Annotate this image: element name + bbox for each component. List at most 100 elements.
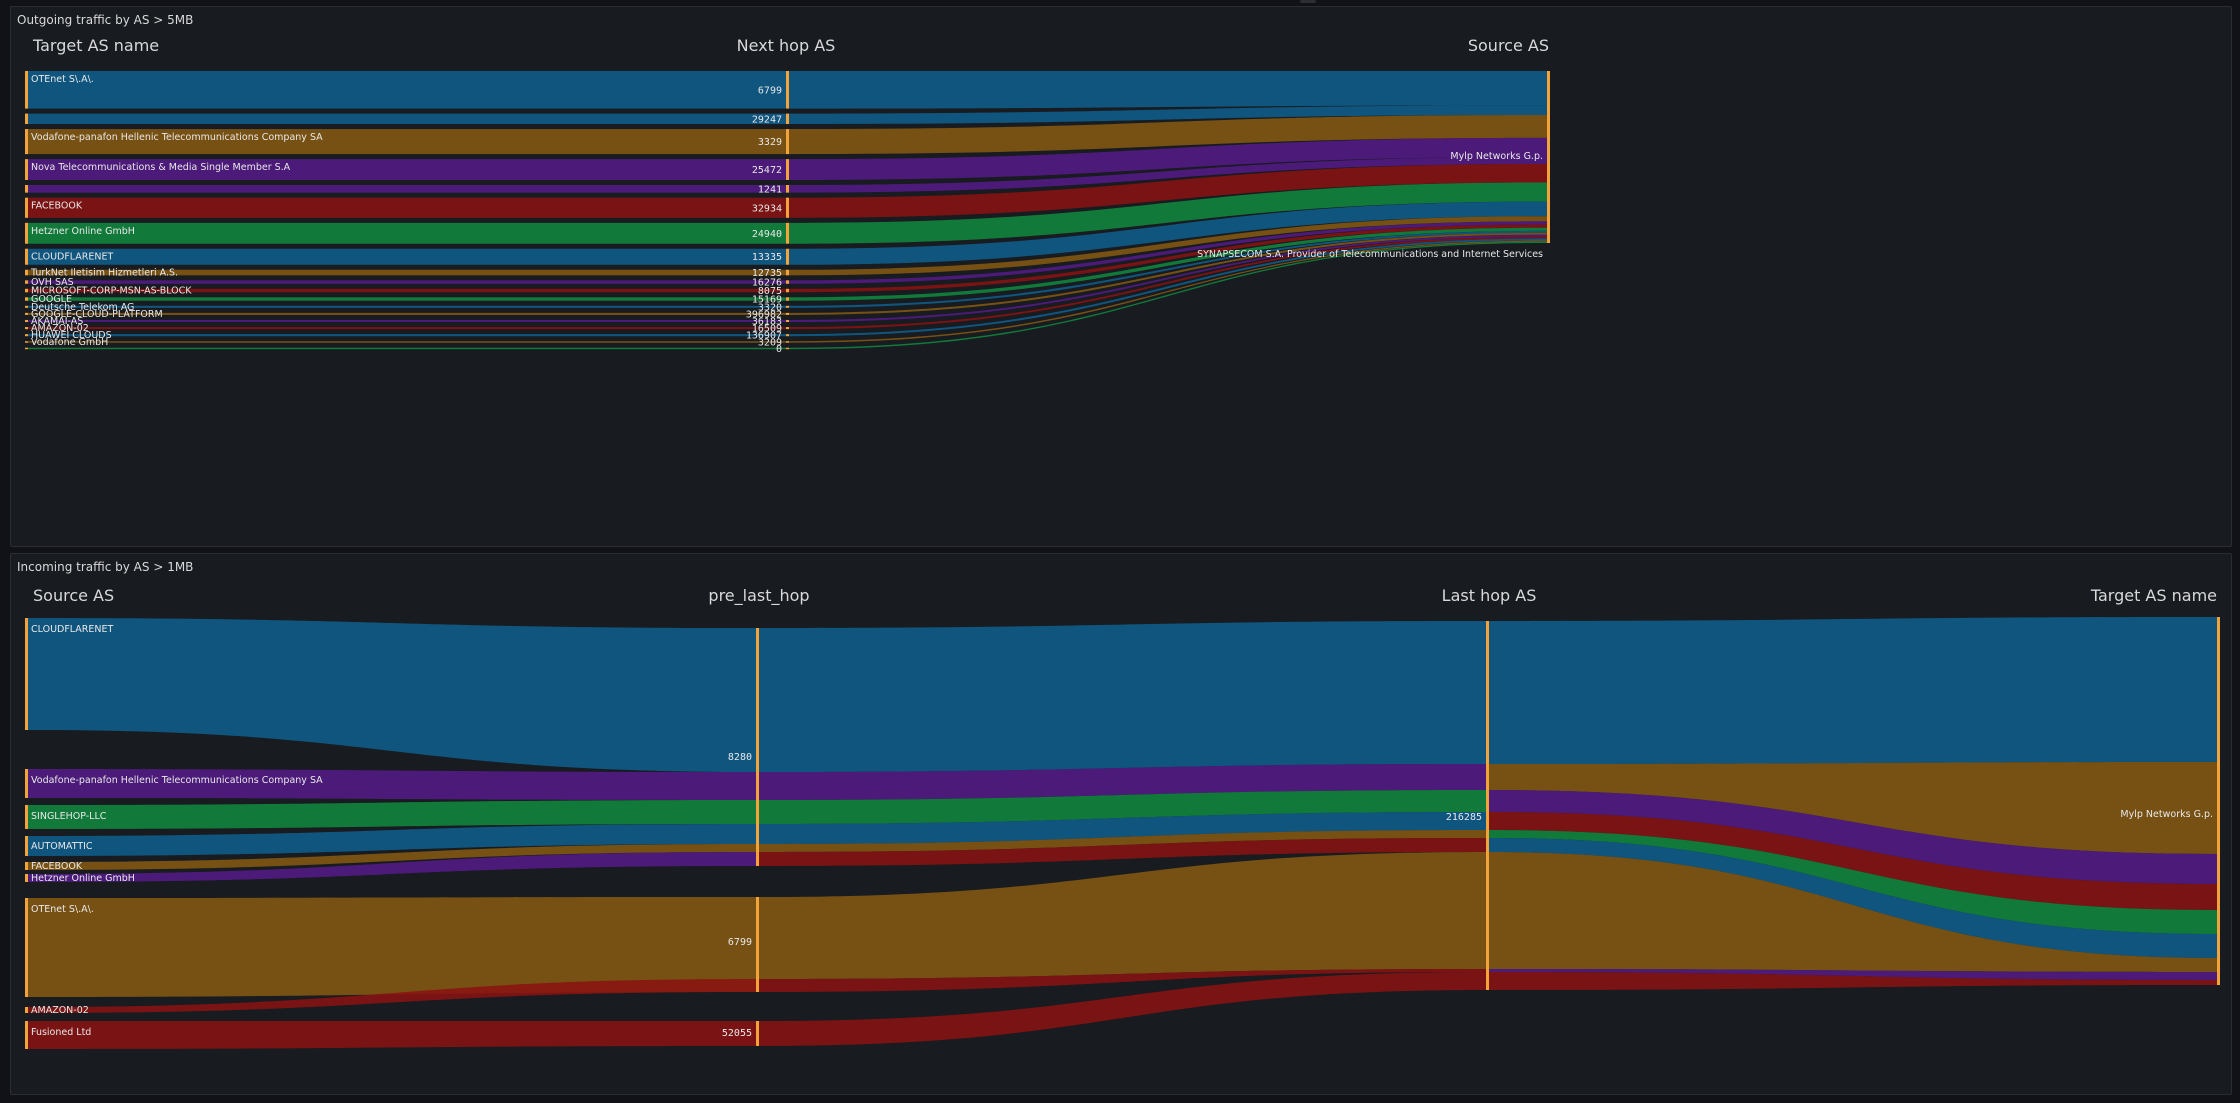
sankey-link[interactable] — [759, 852, 1486, 979]
sankey-node-target[interactable] — [25, 297, 28, 301]
sankey-node-last-hop[interactable] — [1486, 621, 1489, 990]
sankey-link[interactable] — [1489, 790, 2217, 884]
sankey-node-target[interactable] — [25, 312, 28, 315]
sankey-link[interactable] — [789, 105, 1547, 125]
sankey-node-target[interactable] — [25, 185, 28, 193]
sankey-node-target[interactable] — [25, 280, 28, 284]
sankey-node-source[interactable] — [1547, 71, 1550, 243]
sankey-link[interactable] — [759, 812, 1486, 844]
sankey-node-target[interactable] — [25, 159, 28, 180]
sankey-link[interactable] — [1489, 972, 2217, 990]
sankey-link[interactable] — [789, 157, 1547, 193]
sankey-link[interactable] — [789, 182, 1547, 244]
sankey-link[interactable] — [28, 347, 786, 350]
sankey-node-target[interactable] — [25, 327, 28, 330]
sankey-link[interactable] — [28, 305, 786, 308]
sankey-link[interactable] — [28, 288, 786, 293]
sankey-link[interactable] — [28, 800, 756, 829]
sankey-link[interactable] — [789, 71, 1547, 109]
sankey-node-next-hop[interactable] — [786, 312, 789, 315]
sankey-node-next-hop[interactable] — [786, 305, 789, 308]
sankey-node-next-hop[interactable] — [786, 288, 789, 293]
sankey-link[interactable] — [28, 618, 756, 772]
sankey-link[interactable] — [1489, 762, 2217, 854]
sankey-node-source[interactable] — [25, 836, 28, 856]
sankey-link[interactable] — [759, 790, 1486, 824]
sankey-link[interactable] — [28, 769, 756, 800]
sankey-link[interactable] — [28, 280, 786, 284]
sankey-link[interactable] — [28, 113, 786, 125]
sankey-link[interactable] — [28, 269, 786, 276]
sankey-link[interactable] — [28, 312, 786, 315]
sankey-link[interactable] — [1489, 830, 2217, 934]
sankey-link[interactable] — [1489, 812, 2217, 910]
sankey-link[interactable] — [1489, 852, 2217, 972]
sankey-node-pre-last-hop[interactable] — [756, 897, 759, 992]
sankey-node-target[interactable] — [2217, 617, 2220, 985]
sankey-node-next-hop[interactable] — [786, 129, 789, 155]
sankey-node-next-hop[interactable] — [786, 185, 789, 193]
sankey-link[interactable] — [1489, 617, 2217, 764]
sankey-link[interactable] — [789, 236, 1547, 330]
sankey-link[interactable] — [789, 137, 1547, 180]
sankey-link[interactable] — [28, 897, 756, 997]
sankey-link[interactable] — [789, 232, 1547, 315]
sankey-link[interactable] — [28, 159, 786, 180]
sankey-node-pre-last-hop[interactable] — [756, 628, 759, 866]
sankey-node-target[interactable] — [25, 269, 28, 276]
sankey-link[interactable] — [28, 341, 786, 343]
sankey-link[interactable] — [789, 230, 1547, 308]
sankey-link[interactable] — [759, 972, 1486, 1046]
outgoing-traffic-panel[interactable]: Outgoing traffic by AS > 5MB Target AS n… — [10, 6, 2232, 547]
sankey-link[interactable] — [28, 197, 786, 218]
sankey-node-target[interactable] — [25, 288, 28, 293]
sankey-link[interactable] — [789, 234, 1547, 323]
sankey-link[interactable] — [28, 334, 786, 337]
sankey-node-next-hop[interactable] — [786, 341, 789, 343]
sankey-link[interactable] — [759, 764, 1486, 800]
sankey-node-next-hop[interactable] — [786, 71, 789, 109]
sankey-node-next-hop[interactable] — [786, 222, 789, 244]
sankey-link[interactable] — [789, 216, 1547, 276]
sankey-link[interactable] — [28, 852, 756, 882]
sankey-node-target[interactable] — [25, 113, 28, 125]
sankey-node-source[interactable] — [25, 862, 28, 870]
sankey-link[interactable] — [28, 71, 786, 109]
sankey-link[interactable] — [28, 844, 756, 870]
sankey-node-target[interactable] — [25, 319, 28, 323]
sankey-link[interactable] — [28, 979, 756, 1013]
sankey-node-source[interactable] — [25, 874, 28, 882]
sankey-node-target[interactable] — [25, 129, 28, 155]
sankey-link[interactable] — [789, 227, 1547, 301]
sankey-link[interactable] — [28, 185, 786, 193]
sankey-link[interactable] — [28, 222, 786, 244]
sankey-link[interactable] — [789, 240, 1547, 343]
sankey-node-next-hop[interactable] — [786, 269, 789, 276]
sankey-node-next-hop[interactable] — [786, 319, 789, 323]
sankey-link[interactable] — [789, 164, 1547, 218]
sankey-node-source[interactable] — [25, 769, 28, 798]
sankey-link[interactable] — [28, 327, 786, 330]
sankey-node-next-hop[interactable] — [786, 280, 789, 284]
sankey-node-target[interactable] — [25, 222, 28, 244]
sankey-link[interactable] — [28, 129, 786, 155]
sankey-link[interactable] — [789, 201, 1547, 265]
sankey-node-source[interactable] — [25, 805, 28, 829]
sankey-node-target[interactable] — [25, 347, 28, 350]
sankey-node-next-hop[interactable] — [786, 113, 789, 125]
sankey-node-target[interactable] — [25, 305, 28, 308]
sankey-link[interactable] — [759, 838, 1486, 866]
sankey-node-next-hop[interactable] — [786, 334, 789, 337]
sankey-node-next-hop[interactable] — [786, 159, 789, 180]
sankey-link[interactable] — [759, 969, 1486, 992]
sankey-node-next-hop[interactable] — [786, 197, 789, 218]
sankey-node-target[interactable] — [25, 71, 28, 109]
panel-drag-handle[interactable] — [1300, 0, 1316, 3]
sankey-node-target[interactable] — [25, 197, 28, 218]
sankey-link[interactable] — [28, 319, 786, 323]
sankey-node-target[interactable] — [25, 334, 28, 337]
sankey-link[interactable] — [759, 621, 1486, 772]
sankey-node-source[interactable] — [25, 1007, 28, 1013]
sankey-node-next-hop[interactable] — [786, 297, 789, 301]
sankey-link[interactable] — [1489, 969, 2217, 980]
